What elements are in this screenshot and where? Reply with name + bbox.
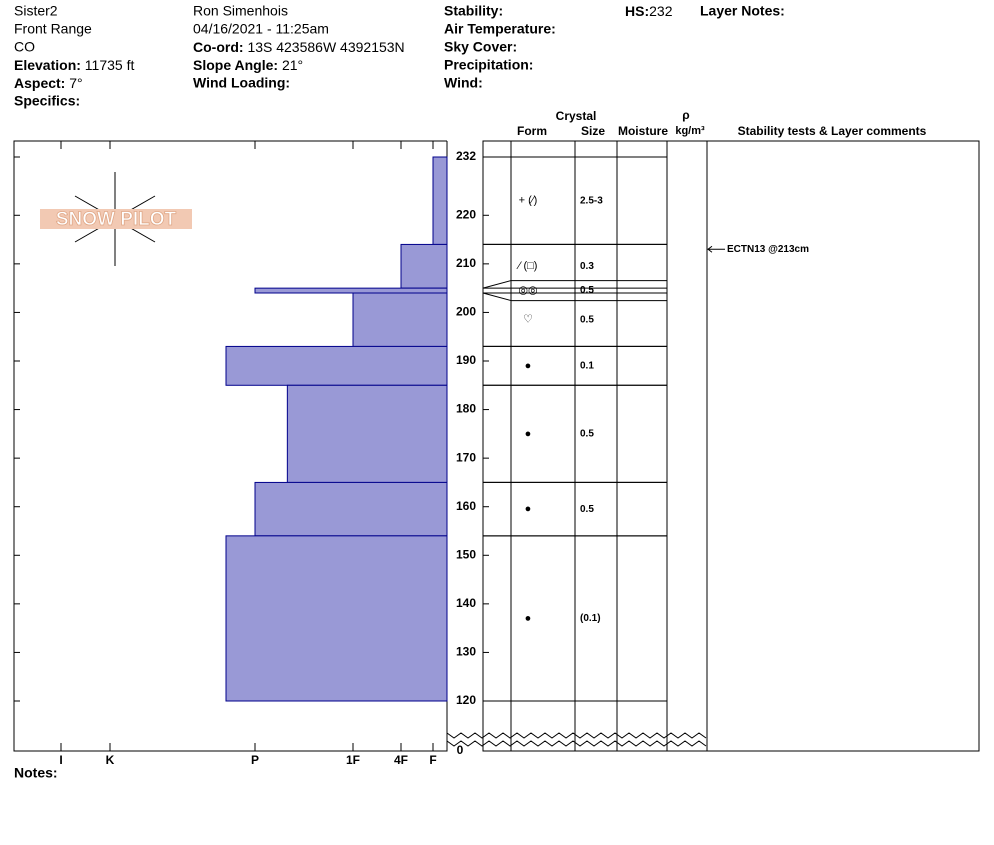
value: 21° (282, 57, 303, 73)
x-tick-label: K (106, 753, 115, 767)
grain-size: 0.5 (580, 314, 594, 325)
grain-size: 0.3 (580, 261, 594, 272)
header-density: kg/m³ (675, 125, 705, 137)
site: Sister2 (14, 3, 58, 19)
field: Elevation: 11735 ft (14, 57, 134, 73)
label: Wind Loading: (193, 75, 290, 91)
field: Co-ord: 13S 423586W 4392153N (193, 39, 405, 55)
header-moisture: Moisture (618, 124, 668, 138)
y-tick-label: 232 (456, 149, 476, 163)
label: Sky Cover: (444, 39, 517, 55)
grain-form: ⁄ (□) (516, 260, 538, 272)
header-comments: Stability tests & Layer comments (738, 124, 927, 138)
y-tick-label: 140 (456, 596, 476, 610)
label: Slope Angle: (193, 57, 278, 73)
grain-size: 0.5 (580, 428, 594, 439)
header-rho: ρ (682, 108, 689, 122)
label: HS: (625, 3, 649, 19)
y-tick-label: 180 (456, 402, 476, 416)
date: 04/16/2021 - 11:25am (193, 21, 329, 37)
value: 7° (69, 75, 82, 91)
hardness-bar (225, 535, 448, 702)
y-tick-label: 120 (456, 693, 476, 707)
header-crystal: Crystal (556, 109, 597, 123)
range: Front Range (14, 21, 92, 37)
header-size: Size (581, 124, 605, 138)
grain-size: 0.5 (580, 285, 594, 296)
hardness-bar (352, 292, 448, 347)
grain-size: 0.1 (580, 360, 594, 371)
comment: ECTN13 @213cm (727, 244, 809, 255)
grain-size: (0.1) (580, 613, 601, 624)
y-tick-label: 200 (456, 305, 476, 319)
label: Aspect: (14, 75, 65, 91)
label: Precipitation: (444, 57, 533, 73)
comment-arrow (706, 245, 725, 253)
grain-form: ◎◎ (518, 284, 537, 296)
axis-break (446, 740, 707, 747)
y-tick-label: 160 (456, 499, 476, 513)
grain-form: ● (525, 360, 532, 372)
label: Co-ord: (193, 39, 244, 55)
y-tick-label: 170 (456, 450, 476, 464)
observer: Ron Simenhois (193, 3, 288, 19)
plot: F 4F 1F P K I 120 130 140 150 160 170 180 190 200 210 22… (13, 140, 980, 767)
header-form: Form (517, 124, 547, 138)
hardness-bar (254, 287, 448, 294)
hardness-bar (432, 156, 448, 245)
y-break-label: 0 (457, 743, 464, 757)
grain-form: + (⁄) (519, 195, 538, 207)
label: Wind: (444, 75, 483, 91)
field: Slope Angle: 21° (193, 57, 303, 73)
hardness-bar (225, 345, 448, 386)
grain-form: ♡ (523, 314, 533, 326)
label: Specifics: (14, 93, 80, 109)
axis-break (446, 732, 707, 739)
label: Air Temperature: (444, 21, 556, 37)
value: 13S 423586W 4392153N (247, 39, 404, 55)
y-tick-label: 220 (456, 207, 476, 221)
x-tick-label: I (59, 753, 62, 767)
field: Aspect: 7° (14, 75, 83, 91)
hardness-bar (400, 243, 448, 289)
grain-form: ● (525, 428, 532, 440)
notes: Notes: (14, 765, 58, 781)
logo: SNOW PILOT (40, 172, 192, 266)
y-tick-label: 210 (456, 256, 476, 270)
field: HS:232 (625, 3, 673, 19)
logo-text: SNOW PILOT (56, 209, 177, 230)
hardness-bar (286, 384, 448, 483)
grain-form: ● (525, 503, 532, 515)
x-tick-label: 1F (346, 753, 360, 767)
header: Sister2 Front Range CO Elevation: 11735 … (14, 3, 785, 109)
grain-size: 2.5-3 (580, 195, 603, 206)
hardness-bar (254, 481, 448, 537)
state: CO (14, 39, 35, 55)
value: 11735 ft (85, 57, 135, 73)
label: Layer Notes: (700, 3, 785, 19)
y-tick-label: 150 (456, 547, 476, 561)
column-headers: Crystal Form Size Moisture ρ kg/m³ Stabi… (517, 108, 927, 138)
grain-size: 0.5 (580, 504, 594, 515)
grain-form: ● (525, 612, 532, 624)
layer-connector (482, 280, 512, 289)
x-tick-label: 4F (394, 753, 408, 767)
table-frame (482, 140, 980, 752)
layer-connector (482, 292, 512, 302)
value: 232 (649, 3, 673, 19)
x-tick-label: F (429, 753, 436, 767)
y-tick-label: 190 (456, 353, 476, 367)
label: Elevation: (14, 57, 81, 73)
y-tick-label: 130 (456, 645, 476, 659)
x-tick-label: P (251, 753, 259, 767)
label: Stability: (444, 3, 503, 19)
